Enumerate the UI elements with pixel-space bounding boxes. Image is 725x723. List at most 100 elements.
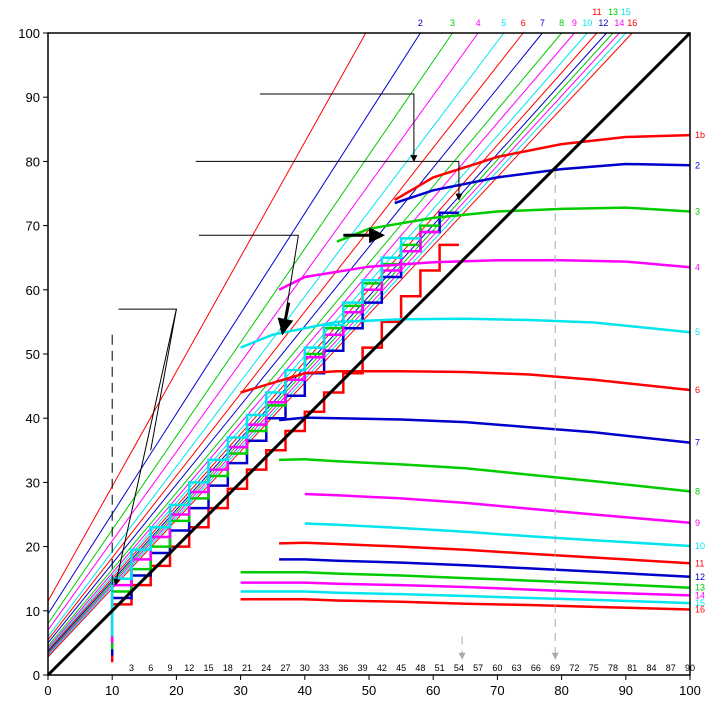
series-label-8: 8 xyxy=(695,486,700,496)
x-tick-label: 40 xyxy=(298,683,312,698)
bold-arrow-head-1 xyxy=(369,227,386,244)
series-12 xyxy=(279,558,691,579)
inner-tick-label: 69 xyxy=(550,663,560,673)
inner-tick-label: 75 xyxy=(589,663,599,673)
series-label-10: 10 xyxy=(695,541,705,551)
top-label-9: 9 xyxy=(572,18,577,28)
series-2 xyxy=(394,162,691,205)
inner-tick-label: 9 xyxy=(167,663,172,673)
y-tick-label: 0 xyxy=(33,668,40,683)
y-tick-label: 90 xyxy=(26,90,40,105)
x-tick-label: 70 xyxy=(490,683,504,698)
x-tick-label: 20 xyxy=(169,683,183,698)
top-label-15: 15 xyxy=(621,7,631,17)
top-label-13: 13 xyxy=(608,7,618,17)
x-tick-label: 60 xyxy=(426,683,440,698)
inner-tick-label: 72 xyxy=(569,663,579,673)
series-label-4: 4 xyxy=(695,262,700,272)
top-label-8: 8 xyxy=(559,18,564,28)
series-label-3: 3 xyxy=(695,206,700,216)
inner-tick-label: 78 xyxy=(608,663,618,673)
inner-tick-label: 57 xyxy=(473,663,483,673)
series-5 xyxy=(240,317,691,349)
inner-tick-label: 54 xyxy=(454,663,464,673)
series-13 xyxy=(240,571,691,589)
inner-tick-label: 21 xyxy=(242,663,252,673)
inner-tick-label: 84 xyxy=(646,663,656,673)
operating-line-6 xyxy=(47,32,524,640)
axes xyxy=(43,32,691,680)
x-tick-label: 80 xyxy=(554,683,568,698)
operating-line-1b xyxy=(47,32,367,602)
inner-tick-label: 48 xyxy=(415,663,425,673)
series-label-15: 15 xyxy=(695,598,705,608)
series-1b xyxy=(394,133,691,201)
operating-line-10 xyxy=(47,32,588,650)
series-6 xyxy=(240,370,691,394)
y-tick-label: 40 xyxy=(26,411,40,426)
operating-line-7 xyxy=(47,32,543,644)
series-16 xyxy=(240,597,691,611)
operating-line-15 xyxy=(47,32,627,657)
inner-tick-label: 27 xyxy=(281,663,291,673)
y-tick-label: 50 xyxy=(26,347,40,362)
annotation-line-1 xyxy=(259,93,418,163)
inner-tick-label: 66 xyxy=(531,663,541,673)
operating-line-9 xyxy=(47,32,575,649)
top-label-11: 11 xyxy=(592,7,601,17)
annotation-line-2 xyxy=(195,160,463,201)
x-tick-label: 50 xyxy=(362,683,376,698)
bold-arrow-head-2 xyxy=(277,317,294,335)
y-tick-label: 10 xyxy=(26,604,40,619)
top-label-3: 3 xyxy=(450,18,455,28)
top-label-14: 14 xyxy=(614,18,624,28)
series-9 xyxy=(304,492,691,525)
annotations xyxy=(111,93,559,660)
inner-tick-label: 60 xyxy=(492,663,502,673)
inner-tick-label: 51 xyxy=(435,663,445,673)
y-tick-label: 70 xyxy=(26,219,40,234)
series-3 xyxy=(336,206,691,243)
series-label-2: 2 xyxy=(695,160,700,170)
top-label-7: 7 xyxy=(540,18,545,28)
y-tick-label: 30 xyxy=(26,475,40,490)
y-tick-label: 80 xyxy=(26,154,40,169)
top-label-6: 6 xyxy=(521,18,526,28)
x-tick-label: 0 xyxy=(44,683,51,698)
series-label-6: 6 xyxy=(695,385,700,395)
operating-line-4 xyxy=(47,32,479,631)
inner-tick-label: 36 xyxy=(338,663,348,673)
inner-tick-label: 42 xyxy=(377,663,387,673)
y-tick-label: 100 xyxy=(18,26,40,41)
inner-tick-label: 90 xyxy=(685,663,695,673)
inner-tick-label: 24 xyxy=(261,663,271,673)
top-label-4: 4 xyxy=(476,18,481,28)
top-label-10: 10 xyxy=(582,18,592,28)
series-label-7: 7 xyxy=(695,438,700,448)
series-10 xyxy=(304,522,691,548)
series-label-16: 16 xyxy=(695,605,705,615)
series-label-13: 13 xyxy=(695,583,705,593)
annotation-line-6 xyxy=(150,309,177,451)
series-label-1b: 1b xyxy=(695,130,705,140)
operating-line-11 xyxy=(47,32,598,651)
inner-tick-label: 6 xyxy=(148,663,153,673)
diagonal xyxy=(46,31,692,677)
top-label-5: 5 xyxy=(501,18,506,28)
series-label-11: 11 xyxy=(695,558,704,568)
series-label-9: 9 xyxy=(695,518,700,528)
bold-arrow-shaft-2 xyxy=(283,302,291,320)
series-11 xyxy=(279,541,691,565)
series-label-12: 12 xyxy=(695,572,705,582)
y-tick-label: 60 xyxy=(26,283,40,298)
operating-line-8 xyxy=(47,32,562,647)
inner-tick-label: 87 xyxy=(666,663,676,673)
inner-tick-label: 12 xyxy=(184,663,194,673)
series-label-5: 5 xyxy=(695,327,700,337)
inner-tick-label: 15 xyxy=(203,663,213,673)
series-15 xyxy=(240,590,691,605)
x-tick-label: 30 xyxy=(233,683,247,698)
series-14 xyxy=(240,581,691,597)
